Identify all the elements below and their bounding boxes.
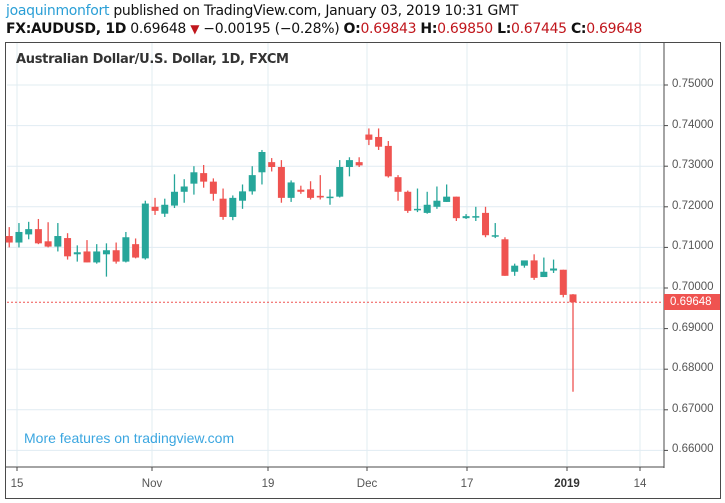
candle-body-down — [200, 173, 208, 182]
candle-body-down — [209, 181, 217, 194]
candle-body-down — [64, 238, 72, 257]
price-label: 0.67000 — [672, 402, 714, 415]
candle-body-up — [511, 265, 519, 272]
candle-body-up — [102, 250, 110, 255]
price-label: 0.66000 — [672, 443, 714, 456]
published-text: published on TradingView.com, January 03… — [109, 3, 519, 19]
candle-body-down — [559, 269, 567, 295]
chart-frame — [5, 42, 721, 499]
price-label: 0.72000 — [672, 199, 714, 212]
candle-body-up — [540, 271, 548, 278]
candle-body-down — [112, 250, 120, 262]
time-label: 2019 — [554, 478, 580, 490]
candle-body-down — [355, 162, 363, 166]
candle-body-up — [413, 208, 421, 211]
candle-body-down — [268, 162, 276, 168]
candle-body-up — [161, 204, 169, 214]
candle-body-up — [550, 268, 558, 271]
candle-body-down — [482, 212, 490, 236]
candle-body-up — [73, 252, 81, 255]
symbol-label: FX:AUDUSD, 1D — [6, 21, 127, 37]
symbol-info-line: FX:AUDUSD, 1D 0.69648 ▼ −0.00195 (−0.28%… — [6, 21, 642, 37]
author-link[interactable]: joaquinmonfort — [6, 3, 110, 19]
candle-body-down — [44, 241, 52, 247]
time-label: 14 — [633, 478, 647, 490]
candle-body-down — [307, 189, 315, 198]
candle-body-up — [287, 182, 295, 198]
candle-body-down — [316, 195, 324, 198]
candle-body-up — [462, 216, 470, 219]
candle-body-down — [569, 294, 577, 303]
candle-body-up — [345, 160, 353, 168]
tradingview-link[interactable]: More features on tradingview.com — [24, 430, 235, 446]
candle-body-down — [83, 251, 91, 263]
candle-body-up — [190, 172, 198, 184]
candle-body-down — [277, 167, 285, 198]
time-label: 15 — [10, 478, 24, 490]
price-label: 0.68000 — [672, 362, 714, 375]
candle-body-down — [452, 196, 460, 219]
candle-body-down — [530, 260, 538, 278]
down-triangle-icon: ▼ — [190, 22, 200, 36]
candle-body-up — [25, 229, 33, 235]
open-label: O: — [343, 21, 361, 37]
candle-body-up — [443, 196, 451, 202]
low-value: 0.67445 — [511, 21, 567, 37]
high-value: 0.69850 — [437, 21, 493, 37]
candle-body-up — [15, 231, 23, 243]
candle-body-down — [34, 229, 42, 244]
candle-body-up — [93, 251, 101, 263]
candle-body-down — [375, 136, 383, 147]
candle-body-up — [491, 235, 499, 237]
chart-title: Australian Dollar/U.S. Dollar, 1D, FXCM — [16, 52, 289, 67]
candle-body-up — [180, 186, 188, 192]
candle-body-down — [297, 189, 305, 192]
candle-body-up — [472, 216, 480, 218]
price-label: 0.71000 — [672, 240, 714, 253]
candle-body-up — [520, 260, 528, 266]
price-change: −0.00195 (−0.28%) — [203, 21, 340, 37]
candle-body-down — [132, 244, 140, 258]
candle-body-up — [141, 203, 149, 259]
candle-body-up — [239, 191, 247, 201]
candle-body-down — [219, 198, 227, 217]
candle-body-up — [423, 204, 431, 213]
time-label: Dec — [356, 478, 378, 490]
candle-body-up — [258, 151, 266, 173]
low-label: L: — [497, 21, 511, 37]
time-label: Nov — [141, 478, 163, 490]
price-label: 0.69000 — [672, 321, 714, 334]
candle-body-up — [248, 175, 256, 192]
candle-body-down — [404, 191, 412, 211]
price-label: 0.73000 — [672, 159, 714, 172]
time-label: 19 — [261, 478, 275, 490]
high-label: H: — [420, 21, 438, 37]
last-price-tag: 0.69648 — [664, 294, 720, 310]
candle-body-down — [5, 236, 13, 243]
candle-body-down — [365, 134, 373, 140]
time-label: 17 — [460, 478, 474, 490]
candle-body-up — [336, 167, 344, 197]
candle-body-up — [54, 236, 62, 247]
candle-body-up — [433, 200, 441, 207]
price-label: 0.70000 — [672, 281, 714, 293]
candle-body-up — [229, 197, 237, 217]
candle-body-up — [122, 237, 130, 262]
candle-body-up — [170, 191, 178, 206]
price-label: 0.75000 — [672, 78, 714, 90]
publish-info: joaquinmonfort published on TradingView.… — [6, 3, 518, 19]
candle-body-up — [326, 196, 334, 199]
price-label: 0.74000 — [672, 118, 714, 131]
open-value: 0.69843 — [360, 21, 417, 37]
close-label: C: — [570, 21, 587, 37]
close-value: 0.69648 — [586, 21, 643, 37]
candle-body-down — [501, 239, 509, 276]
last-price: 0.69648 — [130, 21, 187, 37]
candle-body-down — [384, 145, 392, 177]
candle-body-down — [394, 177, 402, 192]
candle-body-down — [151, 206, 159, 211]
